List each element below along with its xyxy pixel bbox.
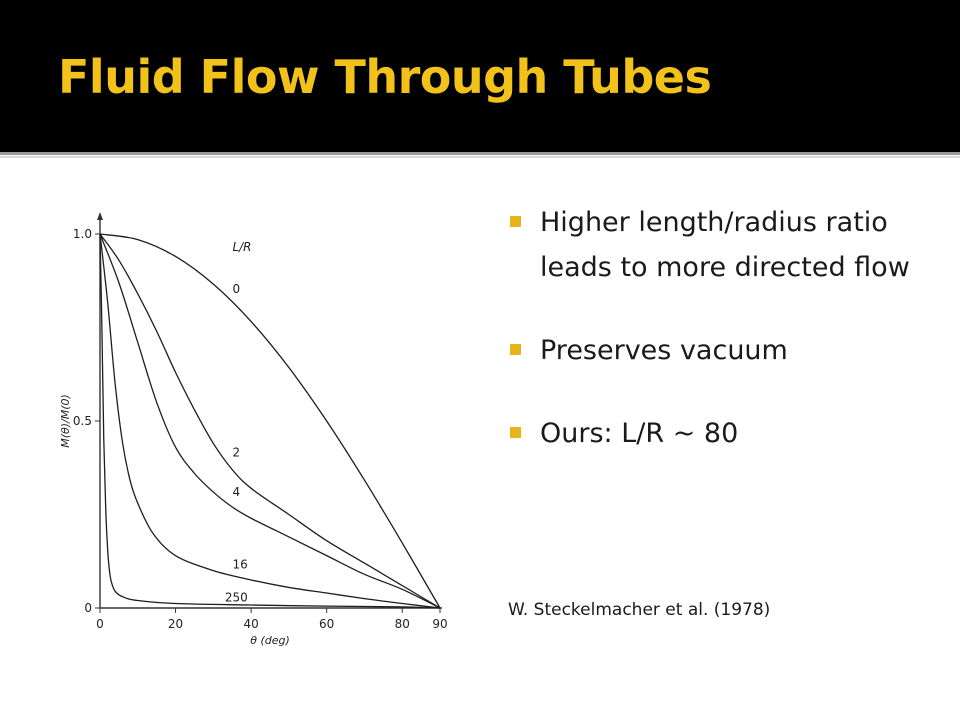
y-axis-arrow-icon [97, 212, 103, 220]
slide-title: Fluid Flow Through Tubes [58, 50, 712, 104]
x-tick-label: 90 [432, 617, 447, 631]
x-tick-label: 60 [319, 617, 334, 631]
legend-title: L/R [232, 240, 251, 254]
y-tick-label: 0 [84, 601, 92, 615]
series-line-lr-250 [99, 233, 441, 609]
x-tick-label: 20 [168, 617, 183, 631]
y-tick-label: 0.5 [73, 414, 92, 428]
flow-distribution-chart: 0 20 40 60 80 90 0 0.5 1.0 θ (deg) M(θ)/M(0) 0 2 4 16… [59, 212, 448, 647]
citation: W. Steckelmacher et al. (1978) [508, 600, 771, 620]
series-label-lr-0: 0 [232, 282, 240, 296]
header-bar: Fluid Flow Through Tubes [0, 0, 960, 152]
series-label-lr-4: 4 [232, 485, 240, 499]
header-divider-light [0, 156, 960, 158]
bullet-text: Preserves vacuum [540, 335, 788, 366]
chart-series [99, 233, 441, 609]
x-tick-label: 80 [395, 617, 410, 631]
x-tick-label: 40 [243, 617, 258, 631]
series-line-lr-2 [99, 233, 441, 609]
y-axis-title: M(θ)/M(0) [59, 394, 72, 448]
series-line-lr-16 [99, 233, 441, 609]
bullet-text: Higher length/radius ratio leads to more… [540, 207, 910, 283]
y-tick-label: 1.0 [73, 227, 92, 241]
square-bullet-icon [510, 427, 521, 438]
bullet-list: Higher length/radius ratio leads to more… [508, 200, 948, 494]
series-label-lr-2: 2 [232, 445, 240, 459]
bullet-text: Ours: L/R ~ 80 [540, 418, 739, 449]
square-bullet-icon [510, 216, 521, 227]
bullet-item: Higher length/radius ratio leads to more… [508, 200, 948, 290]
header-divider [0, 152, 960, 155]
square-bullet-icon [510, 344, 521, 355]
series-line-lr-4 [99, 233, 441, 609]
bullet-item: Preserves vacuum [508, 328, 948, 373]
x-axis-title: θ (deg) [250, 634, 290, 647]
bullet-item: Ours: L/R ~ 80 [508, 411, 948, 456]
series-line-lr-0 [99, 233, 441, 609]
chart-labels: 0 2 4 16 250 L/R [225, 240, 252, 605]
series-label-lr-250: 250 [225, 590, 248, 604]
x-tick-label: 0 [96, 617, 104, 631]
series-label-lr-16: 16 [232, 557, 247, 571]
